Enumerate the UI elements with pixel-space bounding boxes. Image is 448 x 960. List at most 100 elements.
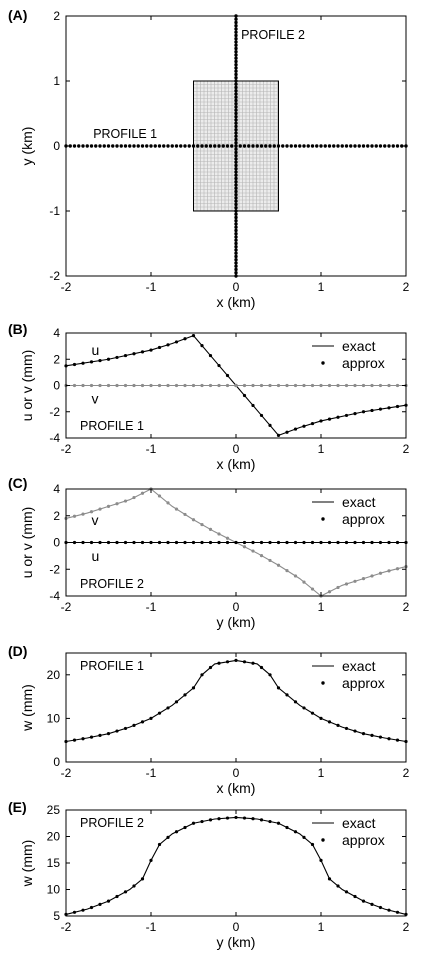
approx-point [395,910,400,914]
profile-point [183,144,187,148]
approx-point [387,540,391,545]
approx-point [259,383,264,388]
profile-point [234,173,238,177]
panel-label: (A) [8,7,27,23]
approx-point [149,348,153,352]
x-tick-label: -1 [146,920,157,934]
profile-point [234,167,238,171]
profile-point [276,144,281,148]
approx-point [183,383,187,388]
approx-point [106,357,111,361]
approx-point [353,579,357,583]
approx-point [208,383,213,388]
approx-point [98,358,102,363]
approx-point [225,816,230,820]
legend-entry-approx: approx [342,832,385,848]
approx-point [191,540,196,545]
profile-point [268,144,272,148]
panel-label: (D) [8,643,27,659]
approx-point [310,540,315,545]
approx-point [208,353,213,358]
approx-point [174,507,179,511]
profile-point [234,248,238,252]
approx-point [106,732,111,736]
y-tick-label: -1 [49,204,60,218]
profile-point [234,254,238,259]
profile-point [128,144,132,148]
profile-point [234,238,238,242]
profile-point [234,206,238,210]
profile-point [344,144,349,148]
approx-point [225,540,230,545]
approx-point [327,417,332,421]
x-tick-label: -2 [61,442,72,456]
profile-point [298,144,302,148]
profile-point [234,111,238,116]
approx-point [251,661,255,665]
profile-point [234,124,238,129]
profile-point [187,144,191,148]
profile-point [234,53,238,57]
approx-point [395,383,400,388]
approx-point [157,842,162,847]
legend-dot-sample [321,517,325,521]
approx-point [353,383,357,388]
approx-point [361,577,366,581]
profile-point [234,202,238,207]
series-w [64,658,408,744]
profile-point [234,183,238,187]
approx-point [251,549,255,553]
approx-point [387,737,391,741]
approx-point [225,373,230,378]
approx-point [327,720,332,724]
x-axis: -2 -1 0 1 2 x (km) [61,653,410,796]
approx-point [183,693,187,697]
approx-point [251,540,255,545]
profile-point [281,144,285,148]
profile-point [302,144,306,148]
y-tick-label: -4 [49,431,60,445]
profile-point [357,144,361,148]
approx-point [140,877,145,881]
approx-point [361,899,366,903]
profile-point [285,144,289,148]
approx-point [166,540,170,545]
profile-annotation: PROFILE 2 [80,577,144,591]
approx-point [98,540,102,545]
x-axis: -2 -1 0 1 2 y (km) [61,810,410,950]
approx-point [200,522,204,527]
y-tick-label: 4 [53,326,60,340]
profile-point [115,144,119,148]
profile-point [234,176,238,181]
y-tick-label: 25 [47,803,61,817]
panel-label: (E) [8,799,27,815]
approx-point [242,540,247,545]
approx-point [293,383,298,388]
profile-point [94,144,98,148]
approx-point [166,343,170,347]
x-tick-label: -2 [61,920,72,934]
approx-point [89,360,94,364]
approx-point [225,660,230,664]
profile-point [234,232,238,236]
approx-point [106,540,111,545]
profile-point [98,144,102,148]
approx-point [344,383,349,388]
approx-point [361,732,366,736]
approx-point [191,334,196,338]
x-tick-label: -2 [61,280,72,294]
profile-point [395,144,400,148]
approx-point [98,733,102,738]
approx-point [268,423,272,427]
panel-label: (C) [8,475,27,491]
approx-point [336,383,340,388]
approx-point [361,383,366,388]
approx-point [98,902,102,906]
panel-a: (A) PROFILE 1 PROFILE 2 -2 -1 0 1 2 x (km) -2 -1 0 1… [8,7,410,310]
approx-point [336,585,340,590]
profile-point [234,66,238,70]
series-label: v [92,391,99,407]
profile-point [234,102,238,106]
